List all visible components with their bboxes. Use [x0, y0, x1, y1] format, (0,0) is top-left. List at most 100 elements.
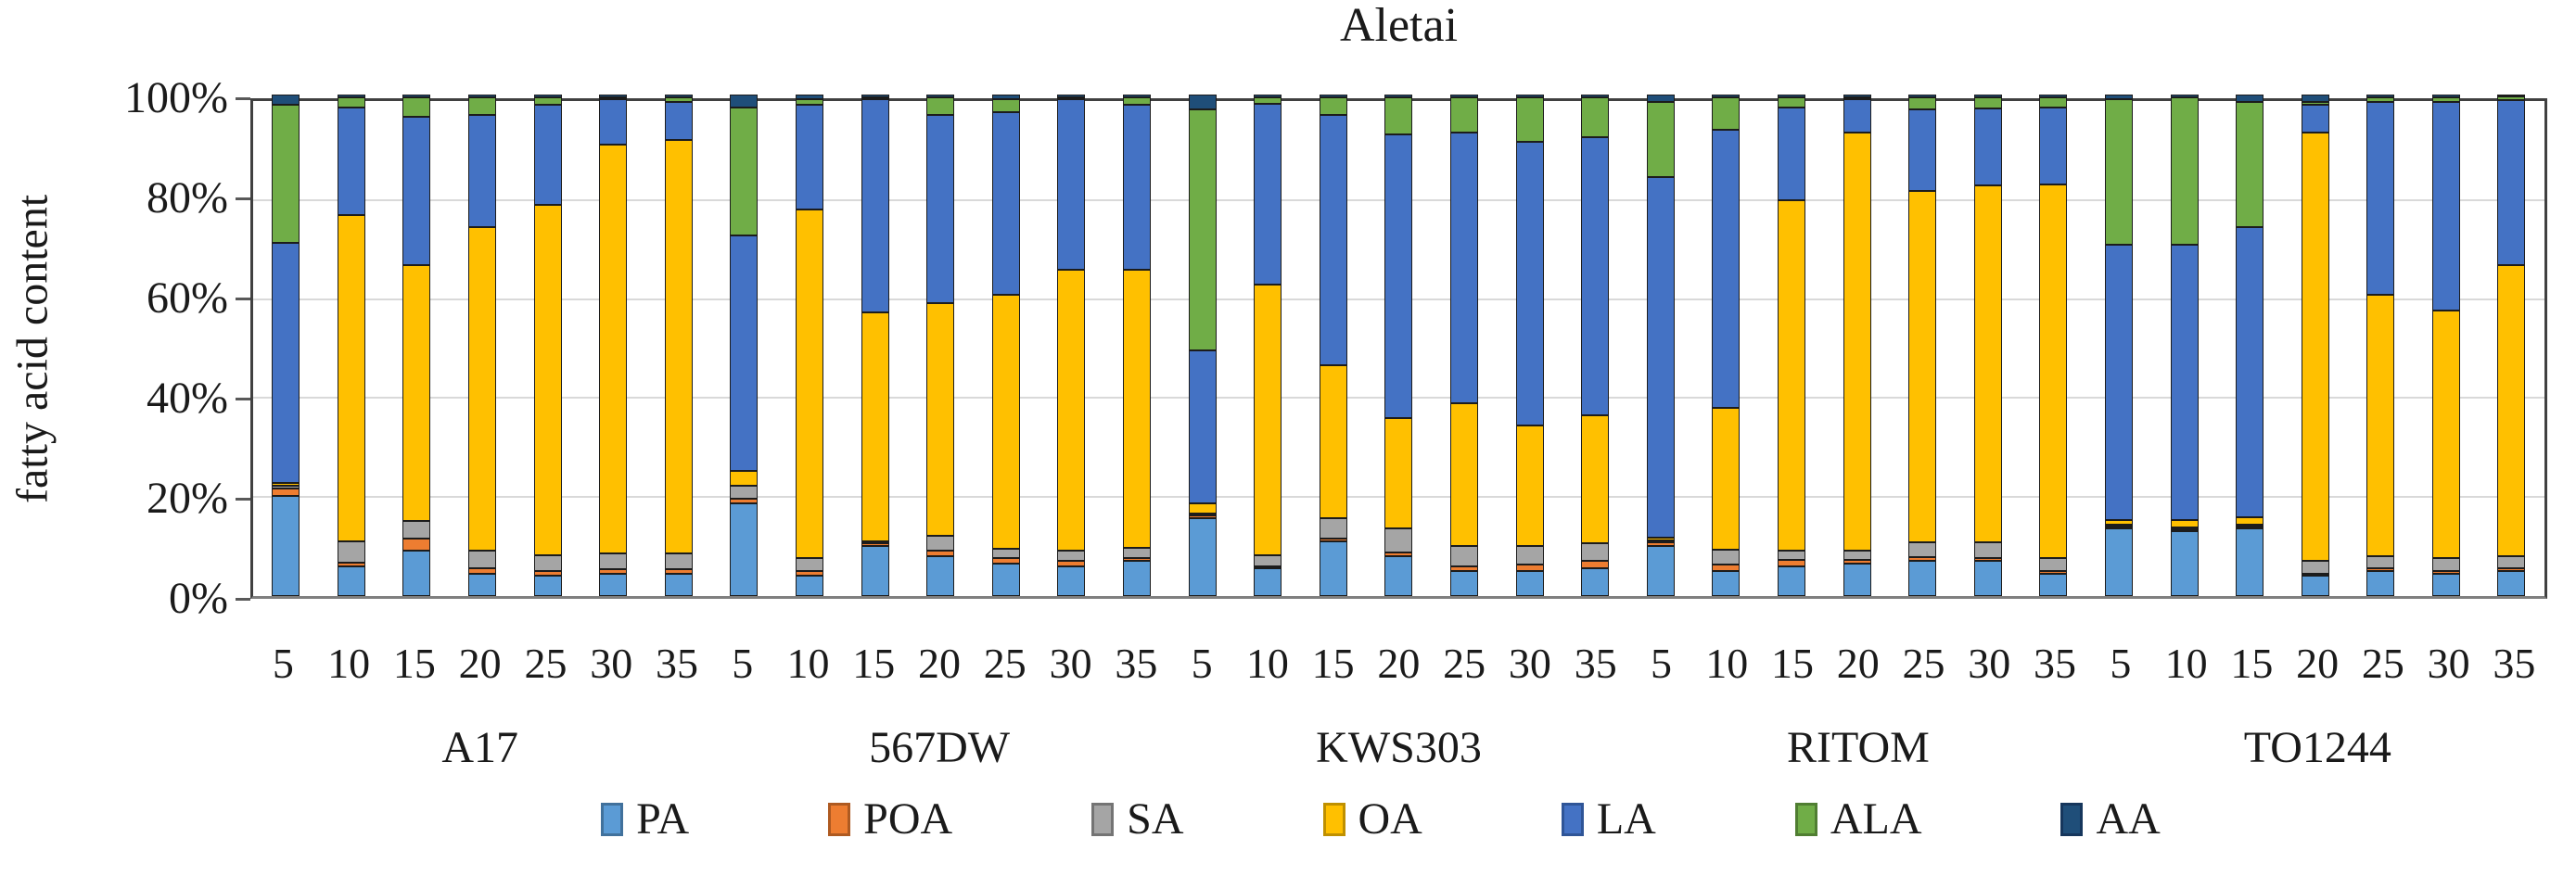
bar-segment-PA	[2366, 570, 2395, 596]
bar-segment-OA	[2301, 132, 2329, 562]
bar-segment-POA	[1908, 557, 1937, 562]
bar-segment-ALA	[2431, 96, 2460, 103]
bar-segment-PA	[2431, 573, 2460, 596]
bar-segment-OA	[1449, 402, 1478, 546]
x-tick-label: 5	[2110, 640, 2132, 687]
bar-segment-ALA	[1384, 96, 1413, 135]
bar-segment-LA	[1908, 109, 1937, 192]
bar-segment-LA	[861, 99, 889, 313]
bar-segment-OA	[337, 214, 365, 541]
bar-segment-PA	[1319, 540, 1347, 596]
bar-segment-LA	[1777, 107, 1805, 200]
bar-segment-AA	[1188, 95, 1217, 110]
bar-segment-OA	[991, 295, 1020, 549]
bar-segment-PA	[1123, 561, 1152, 596]
bar-segment-POA	[2170, 528, 2199, 531]
bar-segment-ALA	[664, 96, 693, 103]
bar-segment-POA	[1188, 515, 1217, 519]
x-tick-label: 35	[2493, 640, 2536, 687]
legend-swatch-POA-icon	[828, 802, 851, 836]
legend-item-OA: OA	[1322, 793, 1422, 844]
x-tick-label: 20	[2296, 640, 2340, 687]
legend-label: PA	[636, 794, 690, 844]
bar-segment-POA	[2431, 570, 2460, 574]
x-tick-label: 35	[1574, 640, 1617, 687]
stacked-bar-KWS303-15	[1319, 95, 1347, 596]
bar-segment-LA	[926, 114, 955, 303]
bar-segment-PA	[1581, 568, 1610, 596]
bar-segment-SA	[1908, 542, 1937, 558]
stacked-bar-567DW-35	[1123, 95, 1152, 596]
bar-segment-POA	[1581, 561, 1610, 569]
bar-slot	[1497, 95, 1562, 596]
bar-segment-PA	[1646, 545, 1675, 596]
bar-segment-SA	[2497, 555, 2526, 569]
bar-segment-ALA	[2039, 96, 2068, 108]
bar-segment-OA	[533, 205, 562, 555]
bar-segment-PA	[2039, 573, 2068, 596]
bar-segment-SA	[2039, 558, 2068, 571]
x-tick-label: 15	[2230, 640, 2274, 687]
x-tick-label: 20	[1377, 640, 1421, 687]
bar-segment-AA	[2497, 94, 2526, 96]
bar-segment-SA	[599, 553, 628, 570]
y-tick-mark	[236, 497, 250, 501]
bar-segment-LA	[337, 107, 365, 215]
bar-slot	[319, 95, 385, 596]
bar-segment-AA	[1908, 95, 1937, 97]
bar-segment-SA	[1449, 545, 1478, 566]
bar-segment-PA	[337, 565, 365, 596]
bar-slot	[1627, 94, 1693, 596]
bar-slot	[1890, 95, 1956, 596]
bar-segment-OA	[730, 470, 759, 486]
bar-segment-AA	[1973, 95, 2002, 97]
bar-segment-OA	[796, 209, 824, 559]
bar-segment-ALA	[2366, 96, 2395, 103]
y-tick-label: 40%	[147, 374, 228, 423]
bar-segment-LA	[1057, 99, 1086, 271]
bar-segment-POA	[1646, 542, 1675, 546]
x-tick-label: 30	[1049, 640, 1092, 687]
bar-segment-SA	[2104, 525, 2133, 527]
bar-segment-AA	[533, 95, 562, 97]
bar-segment-ALA	[402, 96, 431, 118]
bar-segment-SA	[1646, 540, 1675, 543]
bar-segment-ALA	[1843, 96, 1871, 100]
y-tick-label: 80%	[147, 173, 228, 222]
bar-segment-OA	[1057, 270, 1086, 552]
bar-segment-POA	[730, 498, 759, 503]
bar-segment-PA	[926, 555, 955, 596]
x-tick-label: 15	[852, 640, 896, 687]
bar-slot	[1693, 95, 1759, 596]
stacked-bar-TO1244-30	[2431, 95, 2460, 596]
bar-segment-POA	[1319, 538, 1347, 541]
bar-segment-ALA	[1777, 96, 1805, 108]
bar-slot	[2348, 95, 2414, 596]
bar-segment-SA	[991, 548, 1020, 559]
bar-segment-POA	[2039, 570, 2068, 574]
bar-segment-PA	[730, 502, 759, 596]
x-tick-label: 10	[1245, 640, 1289, 687]
stacked-bar-567DW-15	[861, 95, 889, 596]
x-tick-label: 20	[1836, 640, 1880, 687]
stacked-bar-TO1244-35	[2497, 94, 2526, 596]
stacked-bar-KWS303-5	[1188, 95, 1217, 596]
x-tick-label: 5	[1650, 640, 1672, 687]
bar-segment-OA	[1843, 132, 1871, 552]
bar-slot	[1824, 95, 1890, 596]
x-tick-label: 25	[1443, 640, 1486, 687]
bar-segment-ALA	[272, 104, 300, 243]
bar-slot	[1955, 95, 2021, 596]
bar-segment-POA	[664, 569, 693, 574]
x-tick-label: 25	[1902, 640, 1945, 687]
bar-segment-SA	[730, 486, 759, 499]
bar-segment-AA	[2301, 95, 2329, 103]
bar-segment-LA	[664, 102, 693, 140]
bar-segment-PA	[1188, 518, 1217, 596]
bar-segment-SA	[1973, 541, 2002, 559]
bar-segment-ALA	[599, 96, 628, 100]
legend-swatch-ALA-icon	[1794, 802, 1817, 836]
legend-item-ALA: ALA	[1794, 793, 1921, 844]
y-axis-tick-marks	[236, 96, 250, 601]
bars-container	[253, 94, 2544, 596]
